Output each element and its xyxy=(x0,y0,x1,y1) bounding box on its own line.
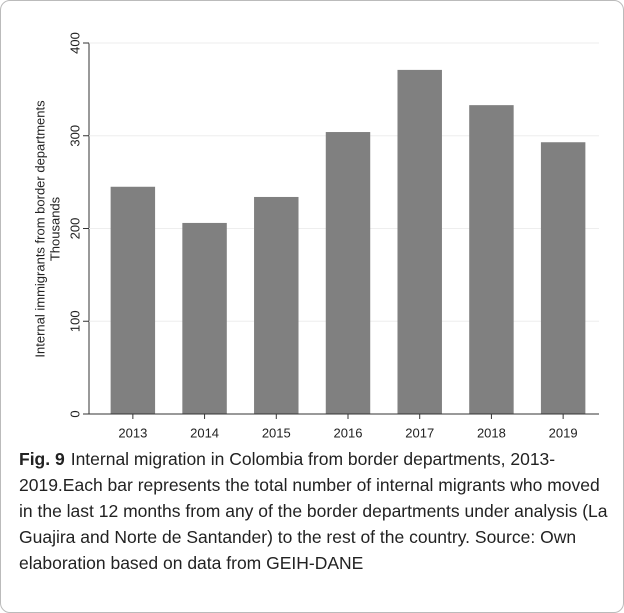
y-tick-label: 100 xyxy=(67,310,82,332)
bar xyxy=(254,196,299,414)
x-tick-label: 2015 xyxy=(262,425,291,440)
x-tick-label: 2019 xyxy=(549,425,578,440)
x-tick-label: 2017 xyxy=(405,425,434,440)
y-tick-label: 0 xyxy=(67,410,82,417)
caption-text: Internal migration in Colombia from bord… xyxy=(19,449,608,573)
chart: Internal immigrants from border departme… xyxy=(32,32,599,440)
y-tick-label: 300 xyxy=(67,125,82,147)
bar xyxy=(540,142,586,414)
x-tick-label: 2014 xyxy=(190,425,219,440)
y-axis-label: Internal immigrants from border departme… xyxy=(32,100,47,358)
y-tick-label: 400 xyxy=(67,32,82,54)
x-tick-label: 2016 xyxy=(334,425,363,440)
y-axis-unit: Thousands xyxy=(47,196,62,261)
bar xyxy=(110,186,156,414)
bar xyxy=(469,105,514,414)
figure-label: Fig. 9 xyxy=(19,449,65,469)
x-tick-label: 2018 xyxy=(477,425,506,440)
y-tick-label: 200 xyxy=(67,218,82,240)
caption: Fig. 9 Internal migration in Colombia fro… xyxy=(19,446,611,576)
bar xyxy=(182,222,227,414)
x-tick-label: 2013 xyxy=(118,425,147,440)
bar xyxy=(325,132,371,415)
bar xyxy=(397,69,442,415)
